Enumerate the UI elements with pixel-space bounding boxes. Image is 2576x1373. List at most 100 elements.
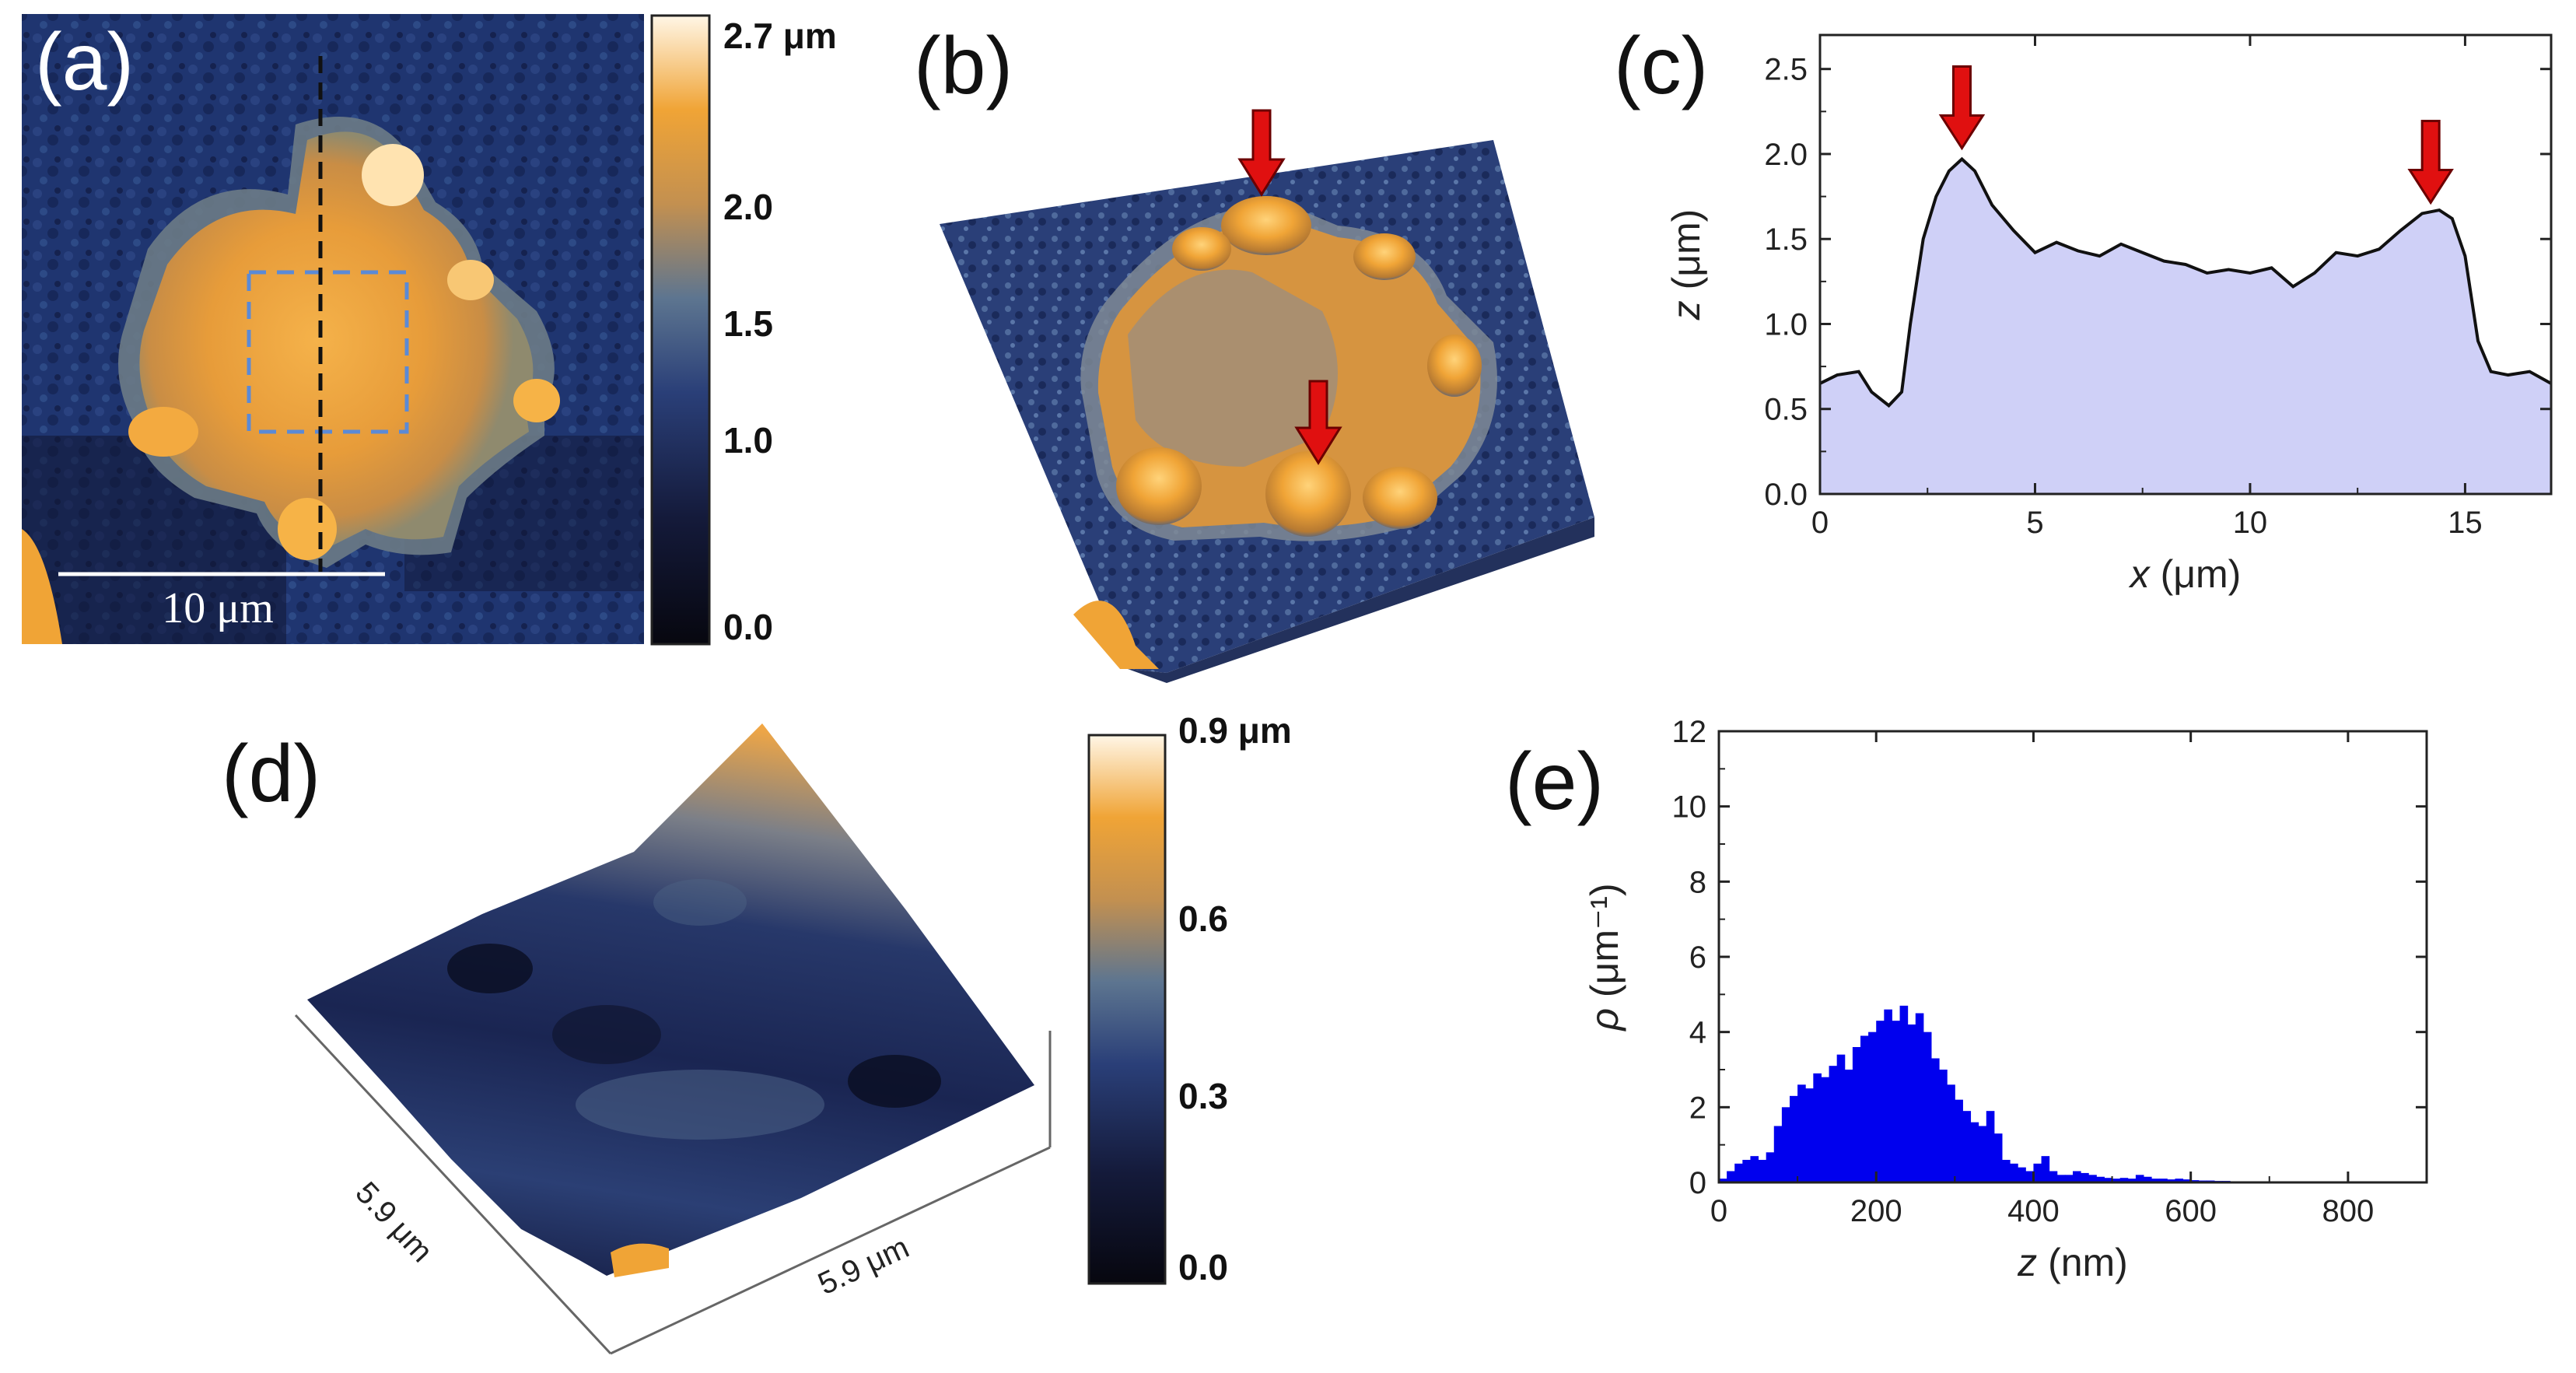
panel-b-label: (b) — [914, 21, 1013, 111]
grain-3d-bump — [1265, 451, 1351, 537]
histogram-bar — [1947, 1084, 1955, 1182]
histogram-bar — [2088, 1175, 2097, 1182]
histogram-bar — [1734, 1163, 1743, 1182]
surface-d-dark-spot — [848, 1055, 941, 1108]
histogram-bar — [1742, 1160, 1751, 1182]
peak-arrow — [1938, 65, 1986, 151]
x-tick-label: 400 — [2007, 1194, 2060, 1228]
y-tick-label: 2 — [1689, 1091, 1706, 1125]
profile-line — [1819, 156, 2552, 408]
grain-bump — [447, 260, 494, 300]
histogram-bar — [1907, 1024, 1916, 1182]
grain-bump — [513, 379, 560, 422]
x-tick-label: 600 — [2165, 1194, 2217, 1228]
histogram-bar — [2056, 1175, 2066, 1182]
histogram-bar — [2167, 1179, 2175, 1182]
peak-arrow — [2407, 119, 2454, 205]
histogram-bar — [2159, 1179, 2168, 1182]
chart-e: 0 200 400 600 800 0 2 4 6 8 10 12 z (nm) ρ (μm⁻¹) — [1583, 715, 2428, 1284]
histogram-bar — [2151, 1179, 2160, 1182]
panel-d-label: (d) — [222, 729, 320, 819]
y-tick-label: 12 — [1672, 715, 1707, 749]
colorbar-a-tick: 1.5 — [723, 303, 773, 344]
histogram-bar — [1727, 1171, 1735, 1182]
arrow-b-bottom — [1294, 380, 1342, 465]
histogram-bar — [2144, 1176, 2152, 1182]
colorbar-a — [650, 14, 711, 646]
histogram-bar — [1978, 1126, 1987, 1182]
histogram-bar — [1899, 1005, 1909, 1182]
histogram-bar — [1868, 1032, 1877, 1182]
histogram-bar — [1758, 1160, 1767, 1182]
panel-a-label: (a) — [35, 17, 134, 107]
histogram-bar — [2096, 1176, 2105, 1182]
histogram-bar — [2002, 1160, 2011, 1182]
colorbar-a-tick: 2.7 μm — [723, 16, 837, 56]
grain-crystal — [139, 131, 534, 549]
grain-3d-flat — [1128, 269, 1338, 467]
y-tick-label: 1.0 — [1764, 307, 1808, 341]
grain-3d-bump — [1172, 227, 1231, 271]
histogram-bar — [2135, 1175, 2144, 1182]
profile-area — [1820, 159, 2551, 494]
colorbar-a-tick: 0.0 — [723, 607, 773, 647]
colorbar-d-ticks: 0.9 μm 0.6 0.3 0.0 — [1178, 710, 1292, 1287]
histogram-bar — [2119, 1178, 2129, 1182]
surface-d-corner-gold — [611, 1243, 669, 1277]
panel-d: (d) 5.9 μm 5.9 μm 0.9 μm 0.6 0.3 0.0 — [222, 710, 1292, 1355]
histogram-bar — [2081, 1172, 2089, 1182]
grain-bump — [362, 144, 424, 206]
corner-feature-3d — [1073, 601, 1159, 669]
histogram-bar — [1962, 1111, 1972, 1182]
histogram-bar — [2049, 1171, 2058, 1182]
histogram-bar — [2041, 1156, 2050, 1182]
histogram-bar — [1970, 1122, 1979, 1182]
arrow-b-top — [1237, 109, 1286, 197]
x-tick-label: 0 — [1710, 1194, 1727, 1228]
histogram-bar — [1813, 1073, 1822, 1182]
colorbar-d — [1087, 734, 1167, 1285]
grain-3d-bump — [1363, 467, 1437, 529]
histogram-bar — [2182, 1179, 2192, 1182]
y-tick-label: 0.5 — [1764, 393, 1808, 427]
colorbar-d-tick: 0.0 — [1178, 1247, 1228, 1287]
histogram-bar — [1986, 1111, 1995, 1182]
panel-c: (c) 0 5 10 15 0.0 0.5 1.0 1.5 2.0 2.5 x (μm) z (μm) — [1614, 21, 2553, 596]
x-tick-label: 5 — [2026, 506, 2043, 540]
side-label-d-x: 5.9 μm — [348, 1175, 439, 1269]
colorbar-d-tick: 0.6 — [1178, 898, 1228, 939]
colorbar-a-tick: 1.0 — [723, 420, 773, 461]
histogram-bar — [1805, 1088, 1814, 1182]
histogram-bar — [1719, 1179, 1727, 1182]
y-axis-label: ρ (μm⁻¹) — [1583, 883, 1626, 1032]
x-axis-label: x (μm) — [2129, 552, 2242, 596]
colorbar-d-tick: 0.9 μm — [1178, 710, 1292, 751]
grain-3d-bump — [1221, 196, 1311, 255]
x-axis-label: z (nm) — [2017, 1241, 2128, 1284]
histogram-bar — [1852, 1047, 1861, 1182]
corner-feature — [22, 529, 62, 644]
grain-bump — [278, 498, 337, 560]
histogram-bar — [2010, 1163, 2018, 1182]
histogram-bar — [1915, 1013, 1924, 1182]
histogram-bar — [2104, 1178, 2113, 1182]
y-tick-label: 6 — [1689, 940, 1706, 975]
x-tick-label: 10 — [2233, 506, 2268, 540]
grain-3d-bump — [1116, 447, 1202, 525]
panel-c-label: (c) — [1614, 21, 1708, 111]
panel-b: (b) — [914, 21, 1594, 683]
histogram-bar — [1829, 1066, 1838, 1182]
zoom-box — [247, 270, 409, 434]
y-tick-label: 1.5 — [1764, 222, 1808, 257]
histogram-bar — [1876, 1021, 1885, 1182]
histogram-bar — [2018, 1167, 2026, 1182]
histogram-bar — [1773, 1126, 1783, 1182]
y-tick-label: 2.0 — [1764, 138, 1808, 172]
x-tick-label: 0 — [1811, 506, 1829, 540]
histogram-bar — [2064, 1175, 2074, 1182]
axis-d-x — [294, 1014, 612, 1355]
histogram-bar — [1931, 1058, 1940, 1182]
histogram-bar — [1797, 1084, 1806, 1182]
y-tick-label: 0.0 — [1764, 478, 1808, 512]
